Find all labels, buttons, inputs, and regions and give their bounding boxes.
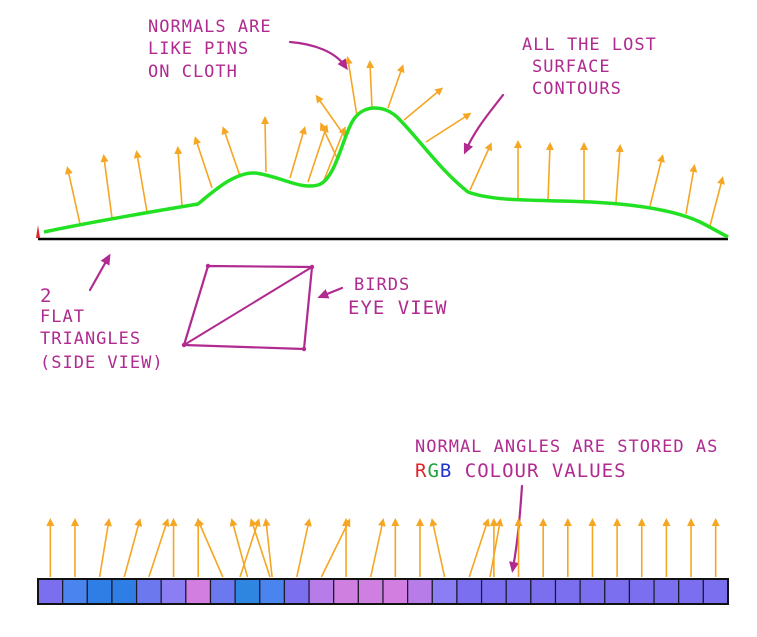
texture-cell	[431, 578, 458, 605]
b-letter: B	[440, 460, 452, 482]
normal-arrow	[425, 112, 472, 143]
normal-arrow	[366, 60, 375, 109]
flat-triangles-label-line2: FLAT	[40, 307, 85, 327]
normal-arrow	[344, 56, 358, 117]
normal-arrow	[323, 126, 347, 181]
stored-label-line2: RGB COLOUR VALUES	[415, 460, 627, 482]
texture-cell	[505, 578, 532, 605]
normal-arrow	[387, 64, 405, 109]
g-letter: G	[427, 460, 439, 482]
texture-cell	[160, 578, 187, 605]
texture-cell	[37, 578, 64, 605]
colour-values-text: COLOUR VALUES	[452, 460, 626, 482]
flat-triangles-label-line1: 2	[40, 285, 52, 307]
texture-normal-arrow	[468, 518, 490, 578]
normal-arrow	[307, 124, 329, 183]
normal-arrow	[174, 146, 183, 207]
texture-normal-arrow	[262, 518, 273, 578]
texture-cell	[209, 578, 236, 605]
normal-arrow	[100, 154, 113, 219]
texture-normal-arrow	[123, 518, 143, 578]
normal-arrow	[469, 142, 492, 191]
texture-cell	[579, 578, 606, 605]
normal-arrow	[403, 87, 444, 121]
texture-normal-arrow	[148, 518, 170, 578]
texture-normal-arrow	[249, 518, 271, 578]
texture-cell	[480, 578, 507, 605]
texture-strip-border	[37, 578, 729, 605]
birds-eye-pointer-arrow	[317, 286, 344, 299]
texture-cell	[283, 578, 310, 605]
texture-cell	[308, 578, 335, 605]
texture-normal-arrow	[196, 518, 224, 578]
texture-cell	[259, 578, 286, 605]
texture-normal-arrow	[489, 518, 504, 578]
stored-pointer-arrow	[509, 484, 524, 573]
texture-cell	[530, 578, 557, 605]
contours-pointer-arrow	[463, 93, 505, 155]
texture-cell	[456, 578, 483, 605]
normal-arrow	[709, 176, 725, 227]
normal-arrow	[320, 122, 339, 161]
birds-eye-quad	[181, 263, 315, 352]
texture-cell	[382, 578, 409, 605]
birds-eye-label-line2: EYE VIEW	[348, 297, 448, 319]
texture-cell	[333, 578, 359, 605]
texture-cell	[185, 578, 212, 605]
texture-cell	[702, 578, 729, 605]
contours-label-line3: CONTOURS	[532, 79, 622, 99]
texture-cell	[111, 578, 138, 605]
birds-eye-label-line1: BIRDS	[354, 275, 410, 295]
texture-cell	[407, 578, 433, 605]
normal-arrow	[133, 150, 148, 213]
surface-contour-curve	[43, 106, 729, 239]
normal-arrow	[221, 126, 241, 177]
texture-cell	[62, 578, 88, 605]
texture-cell	[653, 578, 680, 605]
texture-normal-arrow	[295, 518, 312, 578]
normal-arrow	[289, 126, 307, 179]
contours-label-line1: ALL THE LOST	[522, 35, 657, 55]
normal-arrow	[649, 154, 665, 207]
texture-normal-arrow	[98, 518, 112, 578]
normal-arrow	[545, 142, 554, 201]
normals-label-line3: ON CLOTH	[148, 62, 238, 82]
normal-arrow	[261, 116, 270, 173]
texture-cell	[604, 578, 631, 605]
flat-triangles-pointer-arrow	[88, 253, 111, 292]
texture-normal-arrow	[369, 518, 386, 578]
contours-label-line2: SURFACE	[532, 57, 611, 77]
normals-label-line2: LIKE PINS	[148, 39, 249, 59]
surface-normal-arrows	[64, 56, 725, 227]
normal-arrow	[685, 164, 698, 215]
stored-label-line1: NORMAL ANGLES ARE STORED AS	[415, 437, 718, 457]
texture-normal-arrow	[320, 518, 351, 578]
flat-triangles-label-line3: TRIANGLES	[40, 329, 141, 349]
normal-map-texture-strip	[37, 578, 729, 605]
texture-cell	[234, 578, 261, 605]
base-line-left-marker	[36, 225, 40, 238]
texture-cell	[357, 578, 384, 605]
texture-cell	[135, 578, 162, 605]
texture-cell	[554, 578, 581, 605]
normal-arrow	[315, 94, 347, 139]
normal-arrow	[193, 136, 213, 189]
r-letter: R	[415, 460, 427, 482]
flat-triangles-label-line4: (SIDE VIEW)	[40, 353, 164, 373]
normal-arrow	[64, 166, 81, 225]
normals-label-line1: NORMALS ARE	[148, 17, 272, 37]
texture-normal-arrows	[46, 518, 720, 578]
texture-cell	[628, 578, 655, 605]
normals-pointer-arrow	[288, 40, 348, 71]
texture-cell	[86, 578, 113, 605]
normal-arrow	[615, 144, 624, 203]
texture-normal-arrow	[229, 518, 249, 578]
texture-normal-arrow	[429, 518, 446, 578]
texture-cell	[678, 578, 704, 605]
